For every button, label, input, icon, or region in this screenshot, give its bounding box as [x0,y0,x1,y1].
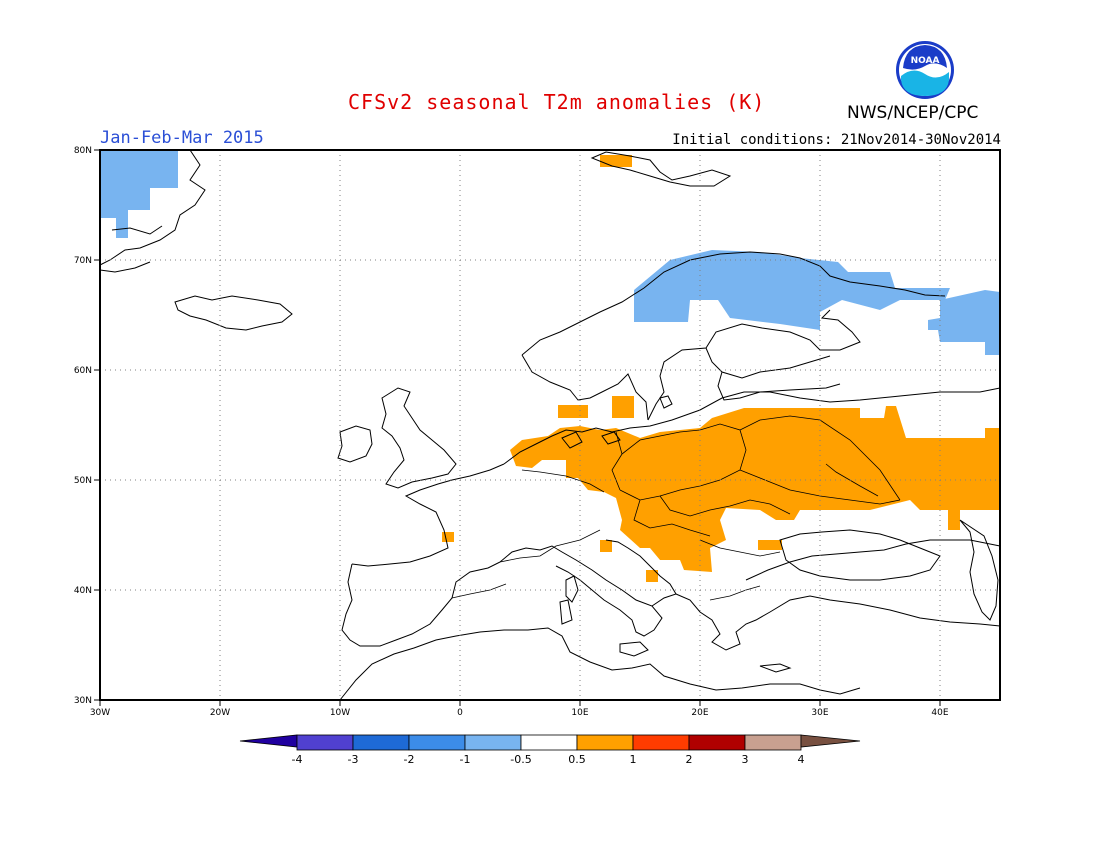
colorbar [239,734,861,751]
lon-tick-label: 20W [210,708,230,718]
colorbar-label: 3 [742,753,749,766]
lon-tick-label: 30W [90,708,110,718]
colorbar-label: 0.5 [568,753,586,766]
colorbar-label: -2 [404,753,415,766]
lat-tick-label: 80N [74,146,92,156]
noaa-logo: NOAA [896,41,954,99]
colorbar-label: -4 [292,753,303,766]
lat-tick-label: 50N [74,476,92,486]
colorbar-swatch [464,734,522,751]
colorbar-label: 1 [630,753,637,766]
colorbar-label: 4 [798,753,805,766]
lat-tick-label: 70N [74,256,92,266]
lon-tick-label: 10E [571,708,588,718]
colorbar-label: -1 [460,753,471,766]
map-frame [99,149,1001,701]
lon-tick-label: 20E [691,708,708,718]
lon-tick-label: 10W [330,708,350,718]
coastlines [99,149,1001,701]
season-label: Jan-Feb-Mar 2015 [100,128,264,148]
lon-tick-label: 30E [811,708,828,718]
lon-tick-labels: 30W 20W 10W 0 10E 20E 30E 40E [90,708,949,718]
axis-tick-marks [94,149,941,706]
grid-lines [100,150,1000,700]
lat-tick-labels: 80N 70N 60N 50N 40N 30N [74,146,92,706]
warm-anomaly-regions [442,155,1000,582]
colorbar-swatch [296,734,354,751]
colorbar-label: -0.5 [510,753,531,766]
colorbar-swatch [800,734,861,748]
lat-tick-label: 40N [74,586,92,596]
colorbar-swatch [632,734,690,751]
lat-tick-label: 60N [74,366,92,376]
colorbar-swatch [239,734,298,748]
colorbar-label: 2 [686,753,693,766]
colorbar-swatch [352,734,410,751]
colorbar-swatch [408,734,466,751]
colorbar-labels: -4 -3 -2 -1 -0.5 0.5 1 2 3 4 [292,753,805,766]
agency-label: NWS/NCEP/CPC [847,103,979,123]
colorbar-swatch [744,734,802,751]
chart-title: CFSv2 seasonal T2m anomalies (K) [348,90,766,114]
cold-anomaly-regions [100,150,1000,355]
initial-conditions-label: Initial conditions: 21Nov2014-30Nov2014 [672,132,1001,148]
colorbar-label: -3 [348,753,359,766]
lat-tick-label: 30N [74,696,92,706]
logo-text: NOAA [911,56,940,66]
colorbar-swatch [688,734,746,751]
lon-tick-label: 0 [457,708,463,718]
lon-tick-label: 40E [931,708,948,718]
colorbar-swatch [576,734,634,751]
colorbar-swatch [520,734,578,751]
